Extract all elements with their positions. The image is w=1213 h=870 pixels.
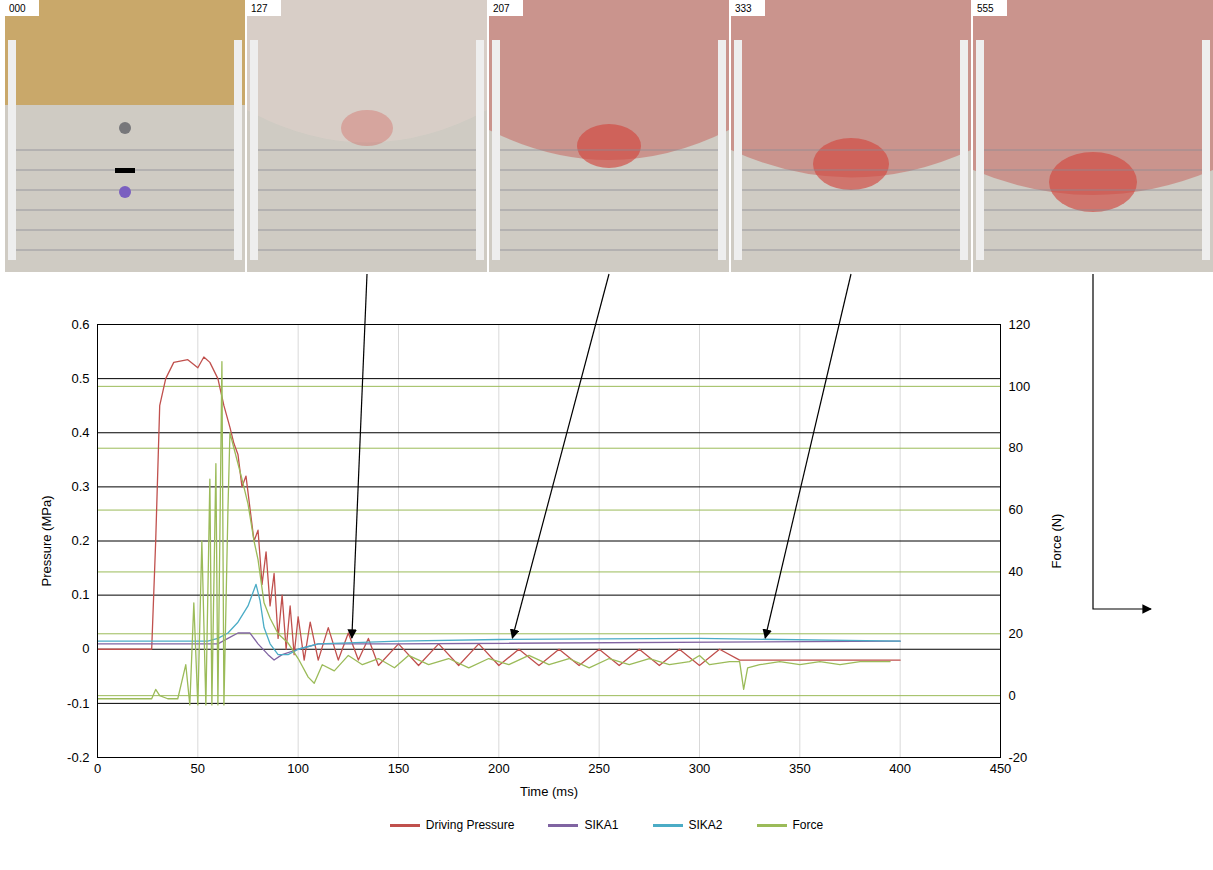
svg-text:100: 100 (1009, 379, 1031, 394)
html-text:Driving Pressure: Driving Pressure (425, 818, 515, 832)
html-text:SIKA1: SIKA1 (584, 818, 619, 832)
svg-text:40: 40 (1009, 564, 1023, 579)
svg-text:-0.2: -0.2 (67, 750, 89, 765)
svg-text:0: 0 (1009, 688, 1016, 703)
svg-text:20: 20 (1009, 626, 1023, 641)
svg-text:555: 555 (977, 3, 994, 14)
svg-text:127: 127 (251, 3, 268, 14)
svg-text:150: 150 (388, 761, 410, 776)
svg-text:450: 450 (989, 760, 1012, 776)
svg-text:0.6: 0.6 (71, 317, 89, 332)
svg-text:100: 100 (287, 761, 309, 776)
svg-text:0.2: 0.2 (71, 533, 89, 548)
svg-text:400: 400 (889, 761, 911, 776)
svg-text:80: 80 (1009, 440, 1023, 455)
svg-text:60: 60 (1009, 502, 1023, 517)
svg-text:333: 333 (735, 3, 752, 14)
svg-text:0.5: 0.5 (71, 371, 89, 386)
svg-text:-20: -20 (1009, 750, 1028, 765)
svg-text:120: 120 (1009, 317, 1031, 332)
html-text:SIKA2: SIKA2 (688, 818, 723, 832)
svg-text:0.1: 0.1 (71, 587, 89, 602)
svg-text:-0.1: -0.1 (67, 696, 89, 711)
svg-text:000: 000 (9, 3, 26, 14)
svg-text:207: 207 (493, 3, 510, 14)
svg-text:0: 0 (82, 641, 89, 656)
svg-text:200: 200 (488, 761, 510, 776)
svg-text:0: 0 (94, 761, 101, 776)
svg-text:Pressure (MPa): Pressure (MPa) (39, 495, 54, 586)
svg-text:300: 300 (689, 761, 711, 776)
html-text:Force: Force (792, 818, 824, 832)
svg-text:Time (ms): Time (ms) (520, 784, 578, 799)
svg-text:50: 50 (191, 761, 205, 776)
svg-text:0.4: 0.4 (71, 425, 89, 440)
svg-text:250: 250 (588, 761, 610, 776)
svg-text:0.3: 0.3 (71, 479, 89, 494)
svg-text:350: 350 (789, 761, 811, 776)
svg-text:Force (N): Force (N) (1049, 514, 1064, 569)
